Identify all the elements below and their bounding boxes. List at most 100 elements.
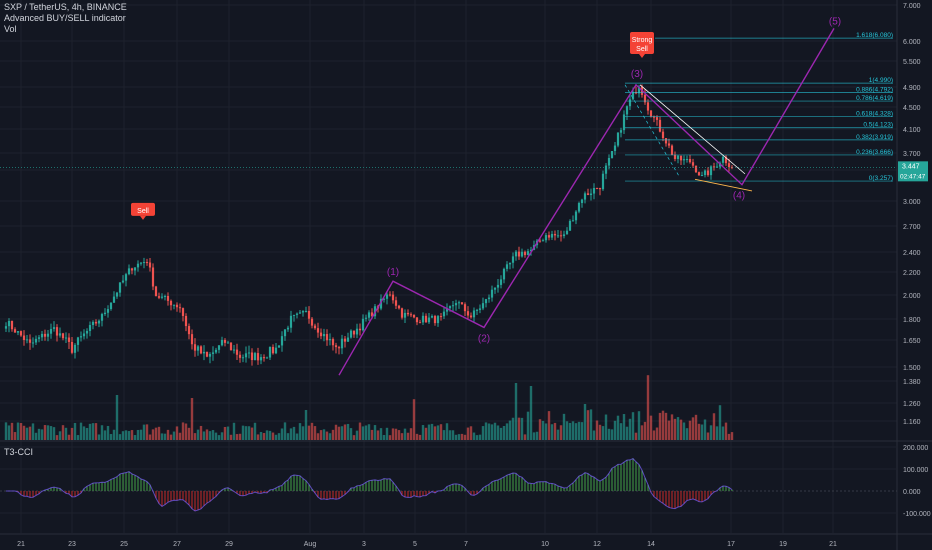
candle-body: [694, 165, 698, 173]
candle: [67, 333, 71, 350]
candle-body: [328, 339, 332, 341]
candle-body: [34, 338, 38, 343]
price-tick-label: 1.800: [903, 317, 921, 324]
indicator-buy-sell[interactable]: Advanced BUY/SELL indicator: [4, 13, 126, 23]
time-tick-label: 21: [17, 541, 25, 548]
volume-bar: [607, 428, 611, 440]
volume-bar: [469, 426, 473, 440]
indicator-volume[interactable]: Vol: [4, 24, 17, 34]
volume-bar: [373, 425, 377, 440]
candle-body: [565, 230, 569, 235]
candle: [490, 285, 494, 302]
volume-bar: [484, 422, 488, 440]
candle: [562, 230, 566, 239]
volume-bar: [718, 405, 722, 440]
volume-bar: [640, 425, 644, 440]
elliott-wave-label: (4): [733, 191, 745, 202]
volume-bar: [31, 423, 35, 440]
signal-pointer: [639, 54, 645, 58]
volume-bar: [217, 435, 221, 440]
candle-body: [253, 353, 257, 361]
candle-body: [709, 166, 713, 176]
candle: [427, 313, 431, 324]
candle-body: [325, 334, 329, 341]
candle-body: [151, 267, 155, 287]
volume-bar: [496, 425, 500, 440]
candle: [628, 93, 632, 110]
fib-label: 0.886(4.792): [856, 86, 893, 93]
volume-bar: [319, 430, 323, 440]
volume-bar: [238, 433, 242, 440]
candle: [658, 116, 662, 133]
candle: [190, 329, 194, 350]
candles: [4, 84, 734, 366]
candle: [457, 300, 461, 309]
trend-line-lower: [694, 178, 753, 192]
candle-body: [616, 132, 620, 146]
volume-bar: [142, 424, 146, 440]
candle-body: [700, 174, 704, 176]
candle-body: [688, 158, 692, 163]
volume-bar: [178, 432, 182, 440]
candle: [694, 165, 698, 173]
volume-bar: [709, 425, 713, 440]
volume-bar: [634, 432, 638, 440]
volume-bar: [427, 424, 431, 440]
candle: [319, 328, 323, 340]
time-tick-label: 17: [727, 541, 735, 548]
candle: [244, 346, 248, 363]
candle-body: [118, 282, 122, 293]
candle-body: [220, 339, 224, 346]
candle-body: [583, 193, 587, 200]
candle-body: [364, 317, 368, 319]
candle: [124, 272, 128, 287]
candle-body: [43, 333, 47, 337]
candle-body: [349, 330, 353, 338]
candle: [706, 167, 710, 177]
candle: [76, 336, 80, 352]
candle-body: [553, 233, 557, 236]
volume-bar: [28, 426, 32, 440]
volume-bar: [673, 418, 677, 440]
candle: [265, 356, 269, 359]
candle-body: [397, 305, 401, 309]
volume-bar: [184, 423, 188, 440]
candle: [415, 317, 419, 326]
candle-body: [67, 337, 71, 342]
candle: [664, 137, 668, 147]
volume-bar: [325, 431, 329, 440]
candle-body: [667, 143, 671, 146]
volume-bar: [181, 422, 185, 440]
candle-body: [322, 334, 326, 337]
volume-bar: [277, 433, 281, 440]
cci-title[interactable]: T3-CCI: [4, 447, 33, 457]
volume-bar: [493, 422, 497, 440]
candle: [442, 307, 446, 319]
candle: [142, 257, 146, 269]
candle-body: [304, 310, 308, 312]
candle: [13, 327, 17, 333]
volume-bar: [4, 422, 8, 440]
last-price-label: 3.447: [902, 163, 920, 170]
candle-body: [196, 346, 200, 351]
volume-bar: [685, 428, 689, 440]
candle-body: [40, 333, 44, 338]
candle: [112, 291, 116, 303]
candle: [358, 323, 362, 336]
candle-body: [121, 280, 125, 283]
volume-bar: [595, 420, 599, 440]
volume-bar: [85, 427, 89, 440]
candle-body: [301, 311, 305, 313]
signal-box: [131, 202, 155, 216]
symbol-line[interactable]: SXP / TetherUS, 4h, BINANCE: [4, 2, 127, 12]
candle: [328, 333, 332, 346]
candle-body: [100, 314, 104, 321]
grid-lines: [0, 0, 897, 533]
price-tick-label: 2.200: [903, 270, 921, 277]
candle: [418, 319, 422, 324]
candle-body: [502, 268, 506, 280]
volume-bar: [466, 427, 470, 440]
candle: [364, 314, 368, 322]
volume-bar: [118, 434, 122, 440]
